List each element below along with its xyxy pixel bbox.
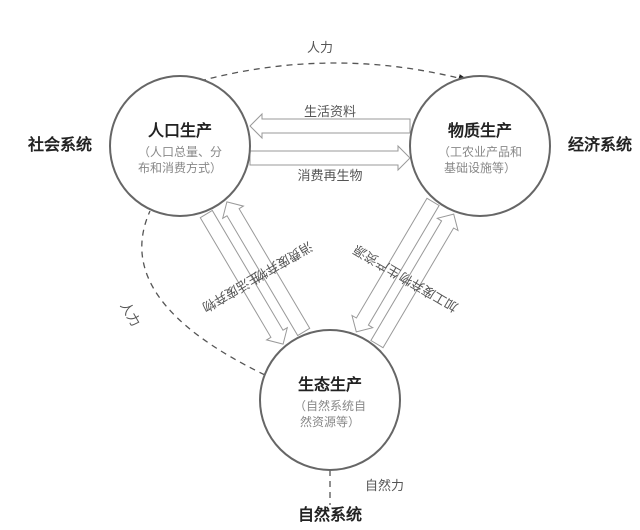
external-label-eco: 自然系统 [298, 505, 362, 524]
node-pop-sub1: （人口总量、分 [138, 145, 222, 159]
node-pop-sub2: 布和消费方式） [138, 160, 222, 175]
dashed-top-label: 人力 [307, 40, 333, 55]
edge-label-top-lower: 消费再生物 [297, 168, 362, 183]
external-label-mat: 经济系统 [568, 135, 632, 154]
node-eco-sub1: （自然系统自 [294, 398, 366, 413]
dashed-bottom-label: 自然力 [365, 478, 404, 493]
dashed-left-label: 人力 [117, 299, 143, 329]
node-mat-sub2: 基础设施等） [444, 161, 516, 175]
external-label-pop: 社会系统 [27, 135, 92, 154]
node-mat-title: 物质生产 [448, 121, 512, 140]
dashed-top-arrow [200, 63, 470, 81]
node-eco-sub2: 然资源等） [300, 414, 360, 429]
node-mat-sub1: （工农业产品和 [438, 145, 522, 159]
edge-label-top-upper: 生活资料 [304, 104, 356, 119]
node-eco-title: 生态生产 [298, 375, 362, 394]
node-pop-title: 人口生产 [148, 121, 212, 140]
